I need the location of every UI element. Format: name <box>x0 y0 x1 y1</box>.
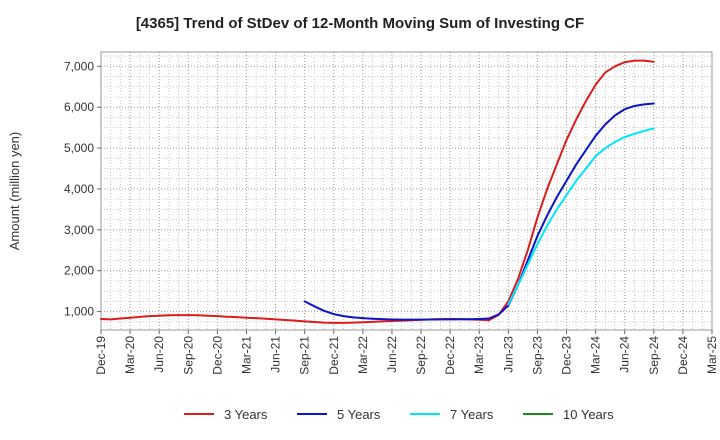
x-tick-label: Dec-20 <box>210 336 224 375</box>
y-tick-label: 6,000 <box>64 100 94 114</box>
x-tick-label: Dec-24 <box>676 336 690 375</box>
x-tick-label: Jun-22 <box>385 336 399 373</box>
legend-label: 3 Years <box>224 407 268 422</box>
x-tick-label: Mar-22 <box>356 336 370 374</box>
y-tick-label: 7,000 <box>64 59 94 73</box>
x-tick-label: Jun-24 <box>618 336 632 373</box>
y-tick-label: 2,000 <box>64 264 94 278</box>
y-axis-title: Amount (million yen) <box>7 132 22 251</box>
legend-label: 5 Years <box>337 407 381 422</box>
legend-label: 10 Years <box>563 407 614 422</box>
legend-label: 7 Years <box>450 407 494 422</box>
x-tick-label: Dec-23 <box>560 336 574 375</box>
x-tick-label: Mar-23 <box>472 336 486 374</box>
x-tick-label: Jun-21 <box>269 336 283 373</box>
x-axis: Dec-19 Mar-20 Jun-20 Sep-20 Dec-20 Mar-21 Jun-… <box>94 330 719 375</box>
x-tick-label: Dec-21 <box>327 336 341 375</box>
x-tick-label: Sep-24 <box>647 336 661 375</box>
y-tick-label: 4,000 <box>64 182 94 196</box>
x-tick-label: Jun-23 <box>501 336 515 373</box>
series-line-7-years <box>507 127 655 306</box>
x-tick-label: Mar-25 <box>705 336 719 374</box>
legend: 3 Years 5 Years 7 Years 10 Years <box>184 407 614 422</box>
x-tick-label: Dec-19 <box>94 336 108 375</box>
x-tick-label: Mar-21 <box>239 336 253 374</box>
x-tick-label: Sep-22 <box>414 336 428 375</box>
y-tick-label: 3,000 <box>64 223 94 237</box>
series-layer <box>100 59 655 324</box>
y-axis: 1,000 2,000 3,000 4,000 5,000 6,000 7,000 <box>64 59 101 319</box>
y-tick-label: 5,000 <box>64 141 94 155</box>
grid <box>100 52 713 330</box>
y-tick-label: 1,000 <box>64 305 94 319</box>
series-line-3-years <box>100 59 655 324</box>
chart-title: [4365] Trend of StDev of 12-Month Moving… <box>136 15 584 32</box>
series-line-5-years <box>303 102 655 321</box>
x-tick-label: Sep-21 <box>298 336 312 375</box>
x-tick-label: Sep-20 <box>181 336 195 375</box>
plot-area <box>100 51 713 331</box>
x-tick-label: Sep-23 <box>530 336 544 375</box>
x-tick-label: Mar-24 <box>589 336 603 374</box>
x-tick-label: Mar-20 <box>123 336 137 374</box>
x-tick-label: Jun-20 <box>152 336 166 373</box>
x-tick-label: Dec-22 <box>443 336 457 375</box>
